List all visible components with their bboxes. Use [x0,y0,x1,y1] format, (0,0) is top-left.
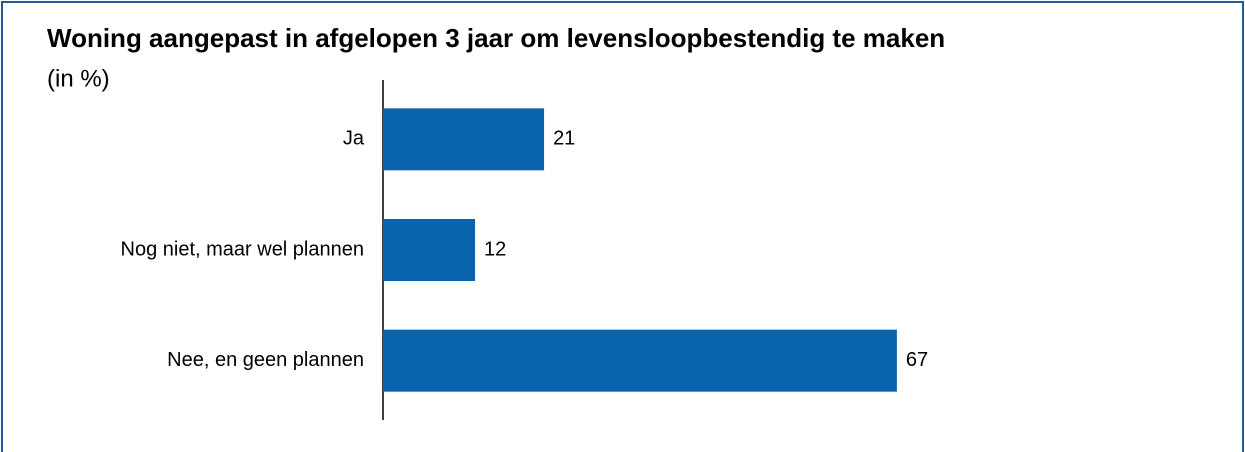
chart-title: Woning aangepast in afgelopen 3 jaar om … [47,23,945,53]
value-label: 67 [906,349,928,371]
bar [383,219,476,281]
bar [383,108,545,171]
chart-subtitle: (in %) [47,65,110,92]
bar [383,329,897,392]
category-label: Nee, en geen plannen [167,349,364,371]
value-label: 12 [484,238,506,260]
category-label: Ja [343,128,365,150]
value-label: 21 [553,128,575,150]
category-label: Nog niet, maar wel plannen [121,238,364,260]
